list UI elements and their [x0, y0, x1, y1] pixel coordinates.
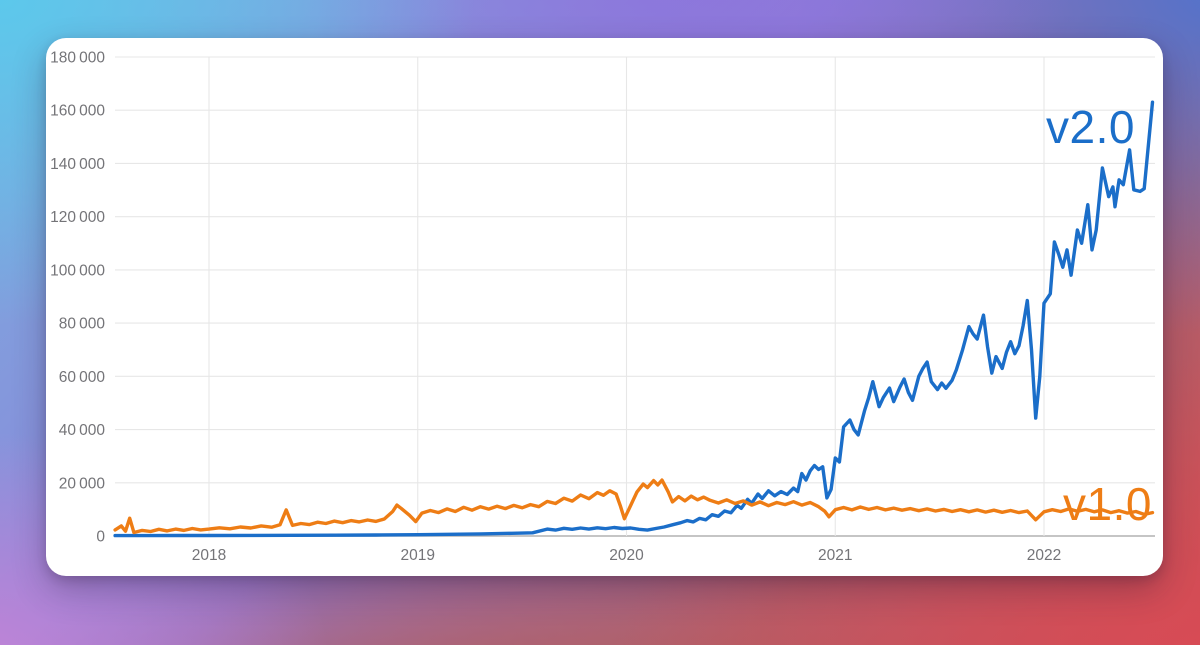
y-tick-label: 120 000: [50, 209, 105, 226]
axis-label-layer: 0 20 000 40 000 60 000 80 000 100 000 120 000 1…: [50, 50, 1061, 565]
y-tick-label: 0: [96, 529, 105, 546]
grid-layer: [115, 56, 1155, 537]
y-tick-label: 40 000: [59, 422, 106, 439]
y-tick-label: 80 000: [59, 316, 106, 333]
x-tick-label: 2020: [609, 547, 644, 564]
y-tick-label: 60 000: [59, 369, 106, 386]
x-tick-label: 2018: [192, 547, 226, 564]
x-tick-label: 2019: [401, 547, 435, 564]
series-line-v10: [113, 478, 1155, 535]
chart-card: 0 20 000 40 000 60 000 80 000 100 000 120 000 1…: [46, 38, 1163, 576]
x-tick-label: 2022: [1027, 547, 1061, 564]
y-tick-label: 180 000: [50, 50, 105, 67]
series-line-v20: [113, 100, 1155, 538]
trend-chart: 0 20 000 40 000 60 000 80 000 100 000 120 000 1…: [50, 50, 1155, 565]
y-tick-label: 20 000: [59, 475, 106, 492]
series-label-v2: v2.0: [1046, 101, 1135, 153]
y-tick-label: 140 000: [50, 156, 105, 173]
y-tick-label: 100 000: [50, 262, 105, 279]
series-layer: [113, 100, 1155, 538]
x-tick-label: 2021: [818, 547, 852, 564]
y-tick-label: 160 000: [50, 103, 105, 120]
series-label-v1: v1.0: [1063, 478, 1152, 530]
